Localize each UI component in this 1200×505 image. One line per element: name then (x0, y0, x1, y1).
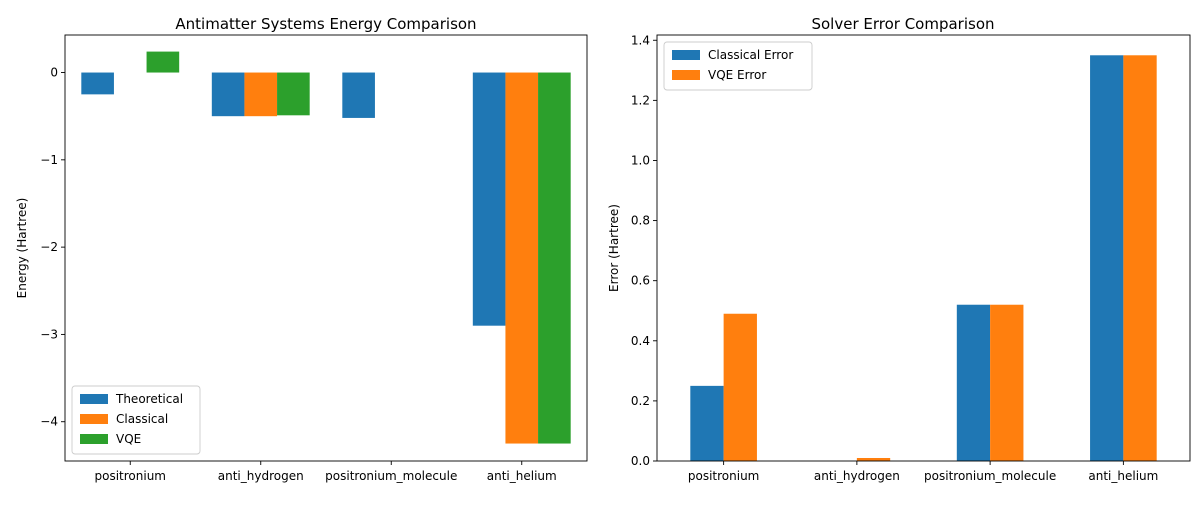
plot-frame (64, 34, 588, 462)
chart-title: Solver Error Comparison (811, 15, 994, 33)
legend-swatch (80, 394, 108, 404)
x-tick-label: anti_helium (1088, 469, 1158, 483)
plot-frame (656, 34, 1191, 462)
y-tick-label: −3 (40, 327, 58, 341)
legend-box (663, 41, 813, 91)
axes-group: 0 −1 −2 −3 −4 positronium anti_hydrogen positro… (40, 34, 588, 483)
y-tick-label: 0.6 (631, 274, 650, 288)
y-tick-label: 0 (50, 66, 58, 80)
bar-vqe-error-positronium_molecule (990, 304, 1024, 461)
bar-theoretical-positronium (81, 72, 114, 95)
legend-label: Classical Error (708, 48, 793, 62)
bar-vqe-anti_helium (538, 72, 571, 444)
legend-swatch (80, 434, 108, 444)
x-tick-label: positronium (688, 469, 760, 483)
energy-comparison-chart: Antimatter Systems Energy Comparison Ene… (15, 15, 588, 483)
bar-vqe-anti_hydrogen (277, 72, 310, 116)
bar-classical-anti_helium (505, 72, 539, 444)
bar-vqe-error-anti_helium (1123, 55, 1157, 462)
y-tick-label: 1.0 (631, 153, 650, 167)
legend-label: Classical (116, 412, 168, 426)
legend: Theoretical Classical VQE (71, 385, 201, 455)
legend-swatch (80, 414, 108, 424)
bar-vqe-error-anti_hydrogen (856, 457, 891, 461)
x-tick-label: anti_helium (487, 469, 557, 483)
y-tick-label: 0.8 (631, 214, 650, 228)
bar-theoretical-anti_helium (472, 72, 506, 326)
bars-group (690, 55, 1157, 462)
x-tick-label: positronium_molecule (325, 469, 457, 483)
x-tick-label: anti_hydrogen (814, 469, 900, 483)
chart-title: Antimatter Systems Energy Comparison (175, 15, 476, 33)
y-axis-label: Error (Hartree) (607, 204, 621, 292)
bar-classical-error-anti_helium (1090, 55, 1124, 462)
bar-vqe-error-positronium (723, 313, 757, 461)
legend-label: VQE Error (708, 68, 766, 82)
x-tick-label: positronium_molecule (924, 469, 1056, 483)
bar-vqe-positronium (146, 51, 180, 73)
x-tick-label: positronium (95, 469, 167, 483)
bar-theoretical-anti_hydrogen (211, 72, 245, 117)
bar-classical-anti_hydrogen (244, 72, 278, 117)
y-tick-label: 1.2 (631, 93, 650, 107)
y-tick-label: 0.2 (631, 394, 650, 408)
x-tick-label: anti_hydrogen (218, 469, 304, 483)
axes-group: 0.0 0.2 0.4 0.6 0.8 1.0 1.2 1.4 positronium anti_… (631, 33, 1191, 483)
y-axis-label: Energy (Hartree) (15, 198, 29, 299)
error-comparison-chart: Solver Error Comparison Error (Hartree) … (607, 15, 1191, 483)
y-tick-label: −1 (40, 153, 58, 167)
legend: Classical Error VQE Error (663, 41, 813, 91)
y-tick-label: −2 (40, 240, 58, 254)
y-tick-label: 1.4 (631, 33, 650, 47)
legend-swatch (672, 50, 700, 60)
bar-classical-error-positronium (690, 385, 724, 461)
bar-theoretical-positronium_molecule (342, 72, 375, 118)
legend-swatch (672, 70, 700, 80)
y-tick-label: 0.4 (631, 334, 650, 348)
bar-classical-error-positronium_molecule (956, 304, 991, 461)
y-tick-label: −4 (40, 415, 58, 429)
y-tick-label: 0.0 (631, 454, 650, 468)
bars-group (81, 51, 571, 444)
legend-label: Theoretical (115, 392, 183, 406)
legend-label: VQE (116, 432, 141, 446)
